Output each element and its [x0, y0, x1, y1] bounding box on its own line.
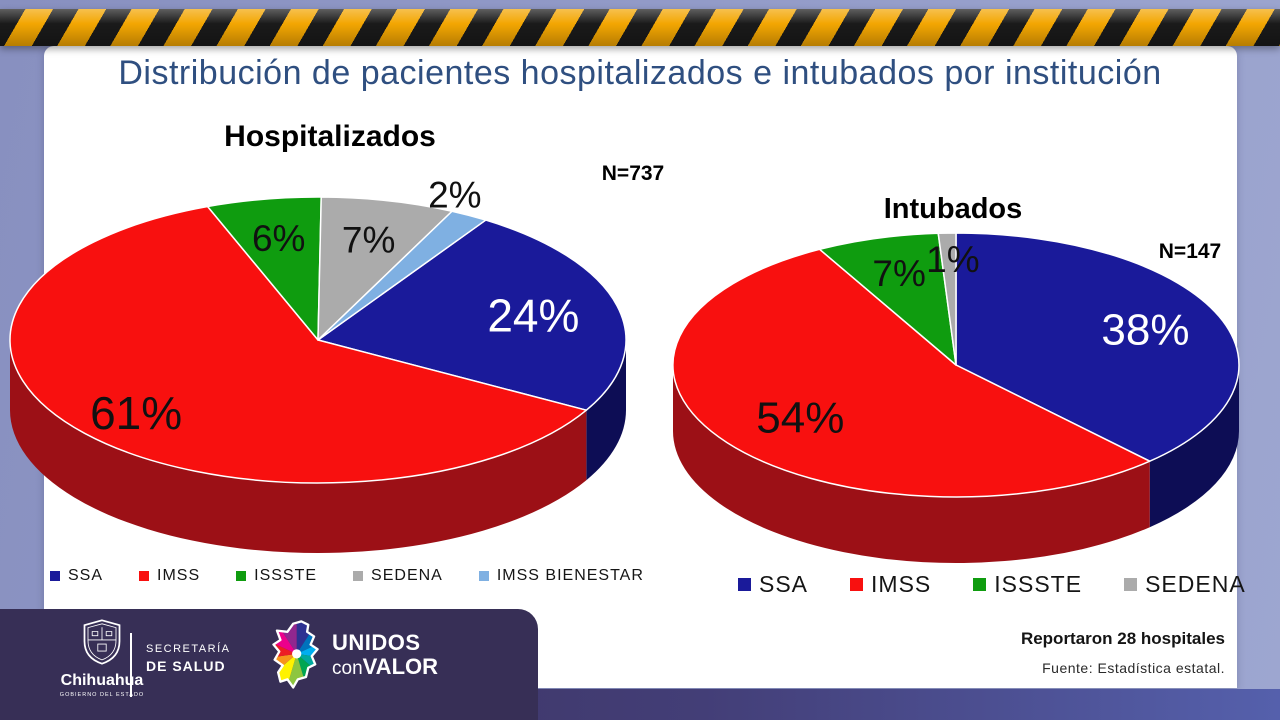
secretaria-line1: SECRETARÍA: [146, 643, 231, 655]
legend-swatch: [50, 571, 60, 581]
map-mosaic-wedge: [283, 653, 310, 688]
n-count-intubados: N=147: [1158, 240, 1222, 263]
legend-label: SEDENA: [1145, 571, 1246, 597]
legend-swatch: [478, 571, 489, 581]
slide-title: Distribución de pacientes hospitalizados…: [118, 54, 1162, 92]
footer-bar: Chihuahua GOBIERNO DEL ESTADO SECRETARÍA…: [0, 609, 538, 720]
legend-label: ISSSTE: [994, 571, 1083, 597]
legend-item-issste: ISSSTE: [236, 567, 317, 585]
brand-con: con: [332, 657, 363, 679]
legend-swatch: [738, 578, 751, 591]
legend-item-ssa: SSA: [50, 567, 103, 585]
legend-item-imss: IMSS: [139, 567, 200, 585]
org-subtitle: GOBIERNO DEL ESTADO: [59, 692, 145, 698]
brand-valor: VALOR: [362, 653, 439, 679]
chart-title-hospitalizados: Hospitalizados: [224, 120, 436, 153]
legend-swatch: [1124, 578, 1138, 591]
map-mosaic-wedge: [296, 653, 318, 685]
legend-swatch: [236, 571, 247, 581]
legend-item-imss-bienestar: IMSS BIENESTAR: [478, 567, 644, 585]
hazard-stripe-banner: [0, 9, 1280, 46]
legend-swatch: [353, 571, 364, 581]
map-mosaic-wedge: [296, 634, 318, 661]
legend-swatch: [139, 571, 150, 581]
secretaria-de-salud-logo: SECRETARÍA DE SALUD: [146, 643, 230, 674]
chihuahua-map-icon: [272, 620, 319, 689]
unidos-con-valor-logo: UNIDOS conVALOR: [270, 619, 438, 691]
map-mosaic-wedge: [296, 621, 318, 654]
legend-label: IMSS: [871, 571, 932, 597]
legend-item-sedena: SEDENA: [353, 567, 443, 585]
legend-swatch: [973, 578, 987, 591]
org-name: Chihuahua: [60, 672, 144, 689]
brand-text: UNIDOS conVALOR: [332, 631, 438, 678]
chihuahua-state-logo: Chihuahua GOBIERNO DEL ESTADO: [58, 618, 146, 698]
chart-title-intubados: Intubados: [883, 193, 1023, 225]
chihuahua-shield-icon: [83, 619, 121, 665]
legend-swatch: [850, 578, 864, 591]
legend-label: SEDENA: [371, 567, 443, 584]
legend-label: SSA: [68, 567, 104, 584]
report-hospitals-text: Reportaron 28 hospitales: [1020, 629, 1225, 648]
footer-divider: [130, 633, 132, 697]
legend-item-imss: IMSS: [850, 571, 931, 598]
secretaria-line2: DE SALUD: [146, 658, 226, 674]
legend-item-issste: ISSSTE: [973, 571, 1082, 598]
legend-intubados: SSA IMSS ISSSTE SEDENA: [738, 571, 1246, 598]
legend-item-sedena: SEDENA: [1124, 571, 1246, 598]
legend-label: IMSS BIENESTAR: [496, 567, 644, 584]
legend-hospitalizados: SSA IMSS ISSSTE SEDENA IMSS BIENESTAR: [50, 567, 644, 585]
brand-unidos: UNIDOS: [332, 630, 421, 656]
n-count-hospitalizados: N=737: [601, 162, 665, 185]
source-text: Fuente: Estadística estatal.: [1042, 660, 1225, 676]
legend-label: SSA: [759, 571, 809, 597]
legend-label: ISSSTE: [254, 567, 318, 584]
legend-label: IMSS: [157, 567, 201, 584]
legend-item-ssa: SSA: [738, 571, 808, 598]
